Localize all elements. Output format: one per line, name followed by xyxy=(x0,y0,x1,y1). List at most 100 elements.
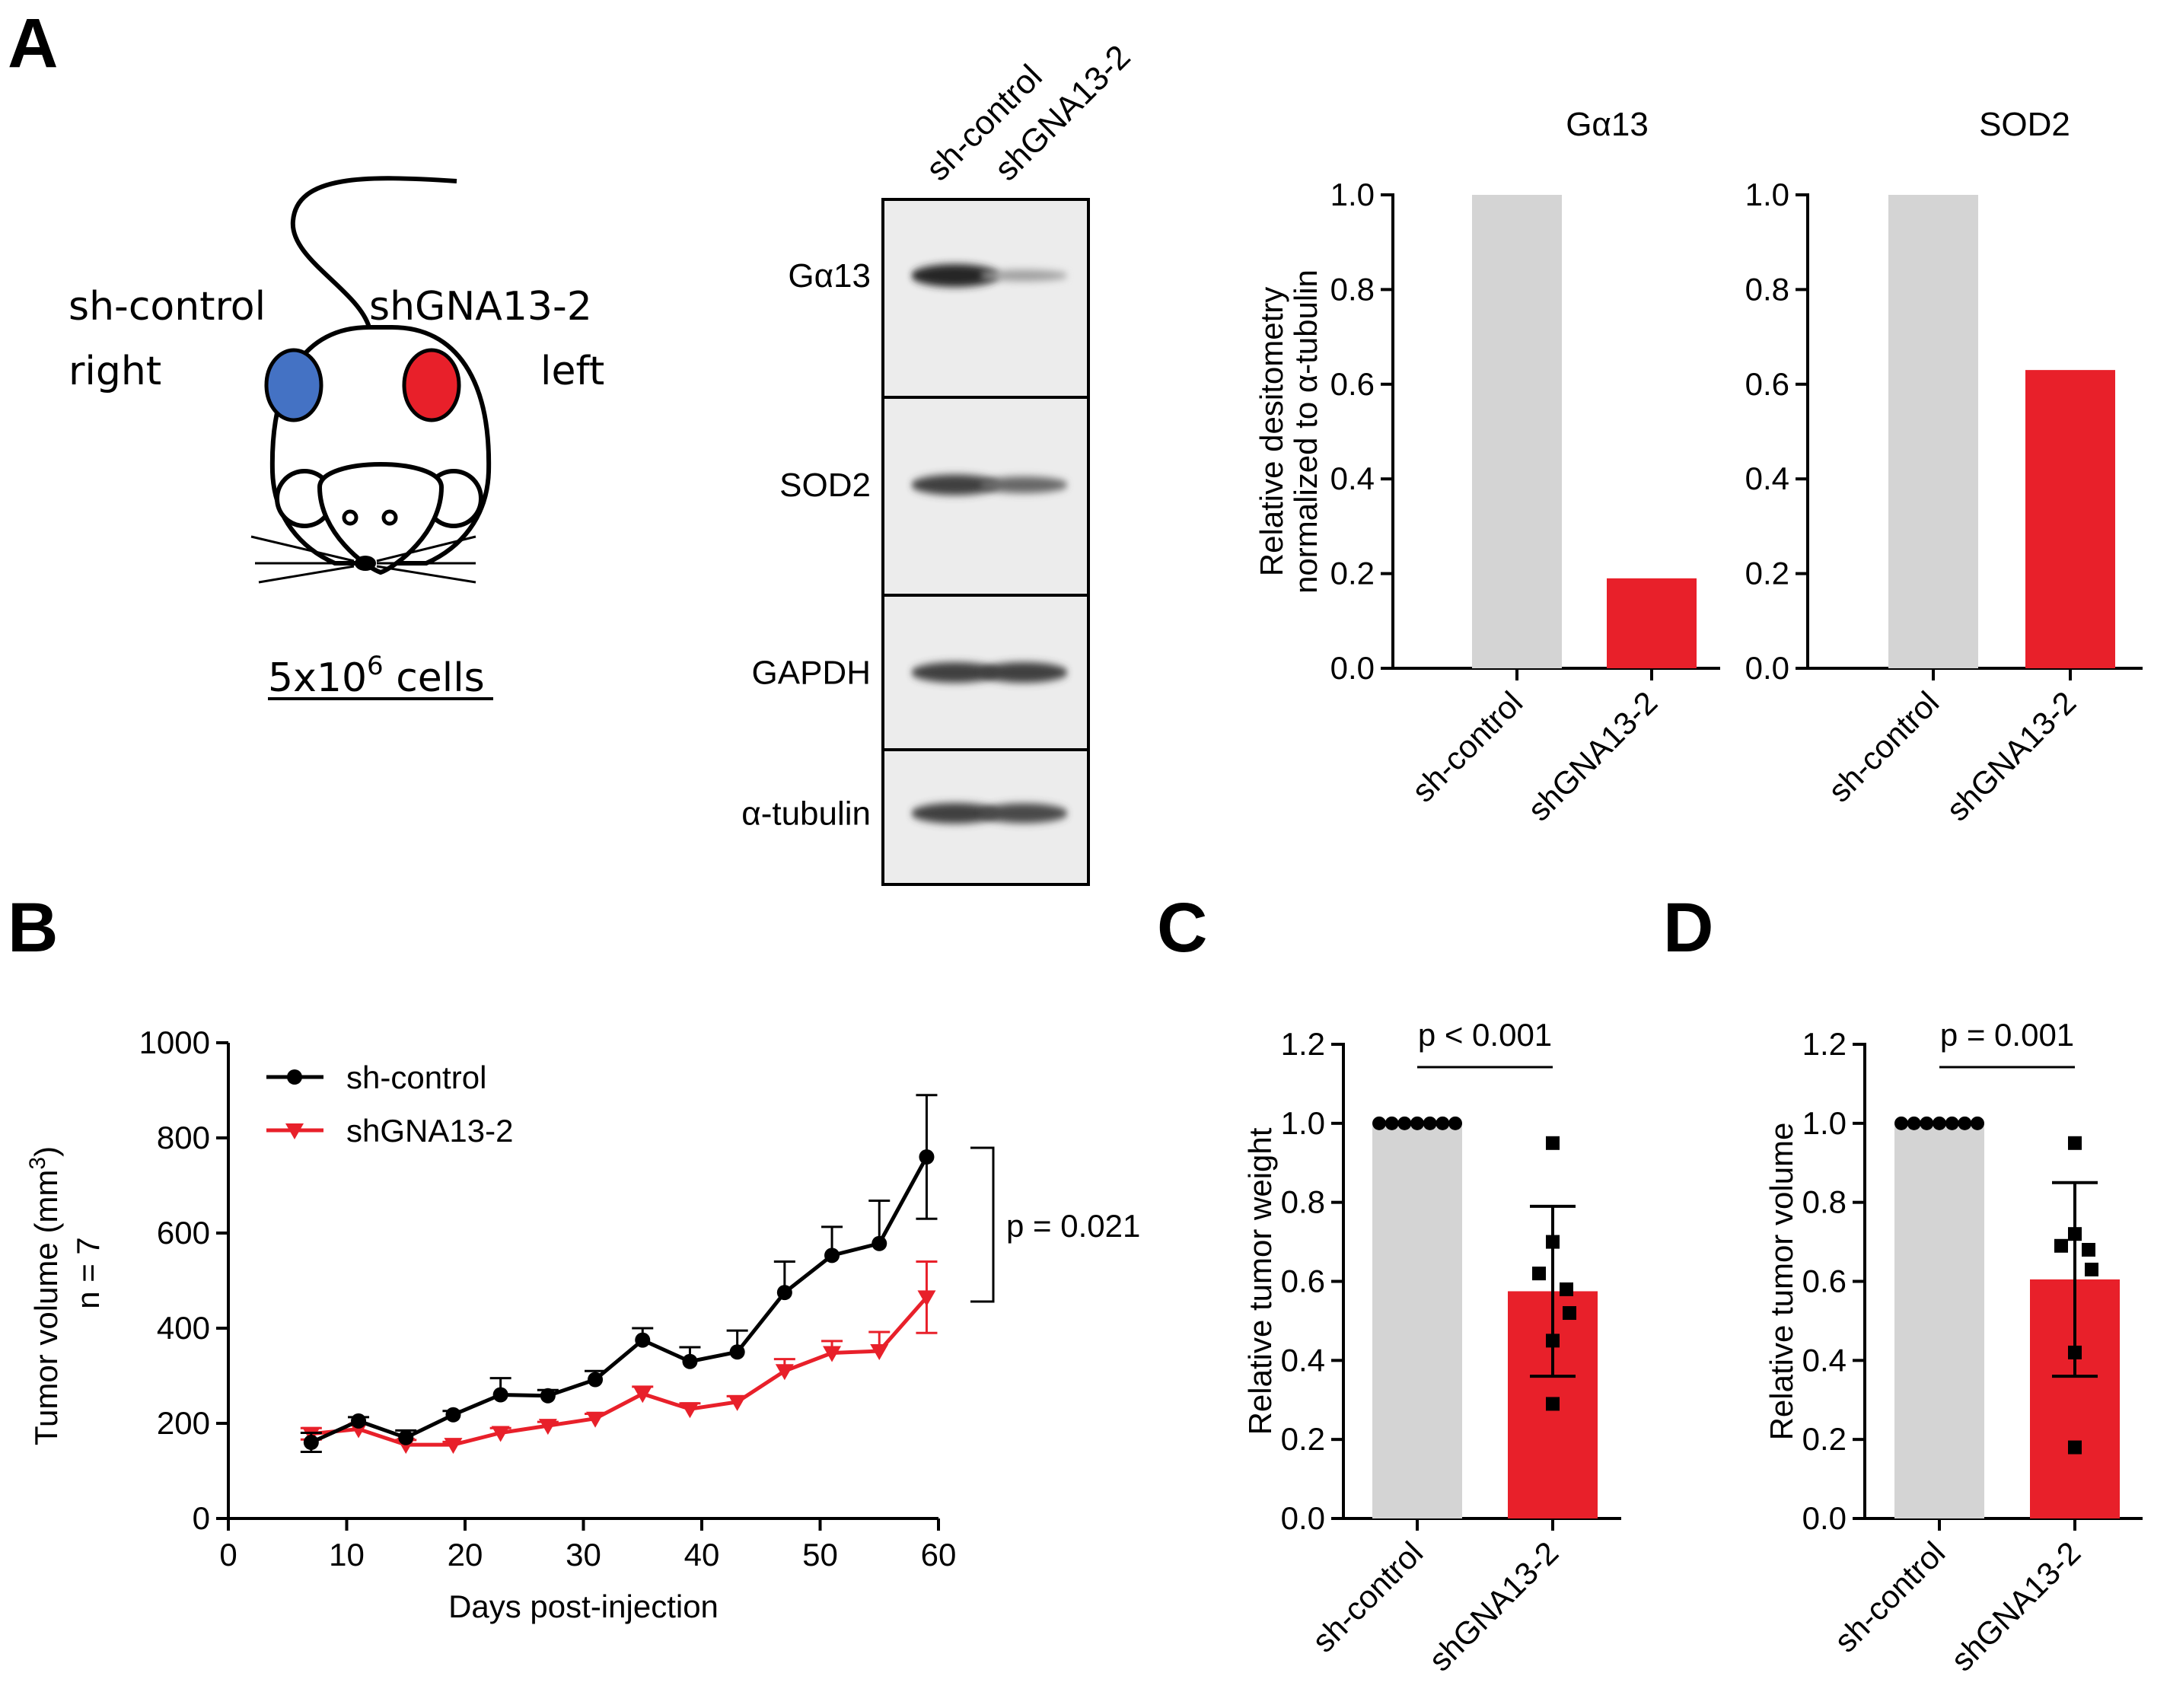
data-point-control xyxy=(1372,1116,1386,1130)
x-tick-label: 60 xyxy=(921,1537,957,1573)
data-point xyxy=(491,1426,510,1442)
data-point xyxy=(682,1353,698,1369)
data-point xyxy=(728,1394,747,1411)
data-point-knockdown xyxy=(1546,1235,1560,1249)
y-tick-label: 1.0 xyxy=(1281,1105,1325,1141)
blot-band-label: SOD2 xyxy=(779,467,871,504)
x-tick-label: 0 xyxy=(219,1537,237,1573)
y-tick-label: 0.2 xyxy=(1330,556,1375,591)
data-point xyxy=(633,1387,652,1404)
y-tick-label: 0.2 xyxy=(1281,1421,1325,1457)
data-point-control xyxy=(1933,1116,1946,1130)
data-point-knockdown xyxy=(1532,1267,1546,1281)
p-value-label: p = 0.001 xyxy=(1940,1017,2074,1053)
data-point-knockdown xyxy=(2068,1136,2082,1150)
y-tick-label: 0.2 xyxy=(1802,1421,1847,1457)
data-point xyxy=(919,1149,935,1165)
y-tick-label: 0.0 xyxy=(1745,650,1789,686)
x-tick-label: shGNA13-2 xyxy=(1422,1534,1565,1678)
data-point xyxy=(635,1332,651,1348)
data-point xyxy=(445,1407,461,1423)
x-tick-label: 10 xyxy=(329,1537,365,1573)
y-tick-label: 1.0 xyxy=(1745,177,1789,212)
data-point-control xyxy=(1423,1116,1437,1130)
x-tick-label: 40 xyxy=(684,1537,720,1573)
blot-band xyxy=(911,803,999,824)
chart-title: Gα13 xyxy=(1566,106,1649,143)
data-point xyxy=(538,1419,557,1436)
mouse-label-left: left xyxy=(540,349,604,394)
y-tick-label: 1.0 xyxy=(1802,1105,1847,1141)
series-line xyxy=(310,1155,929,1445)
data-point-control xyxy=(1920,1116,1934,1130)
x-tick-label: 20 xyxy=(448,1537,483,1573)
data-point-control xyxy=(1945,1116,1959,1130)
blot-band-label: Gα13 xyxy=(788,257,871,295)
mouse-eye-right xyxy=(381,509,398,526)
x-tick-label: sh-control xyxy=(1405,684,1530,809)
x-tick-label: 30 xyxy=(566,1537,601,1573)
data-point-control xyxy=(1397,1116,1412,1130)
blot-band xyxy=(980,662,1068,683)
bar xyxy=(2025,370,2115,668)
data-point-knockdown xyxy=(1546,1136,1560,1150)
y-axis-label: normalized to α-tubulin xyxy=(1288,269,1324,594)
y-axis-label: Tumor volume (mm3) xyxy=(25,1146,64,1445)
data-point-knockdown xyxy=(1546,1397,1560,1411)
chart-title: SOD2 xyxy=(1979,106,2070,143)
y-tick-label: 0.6 xyxy=(1281,1263,1325,1299)
y-tick-label: 0.4 xyxy=(1745,460,1789,496)
series-line xyxy=(311,1295,929,1447)
mouse-nose xyxy=(355,556,376,571)
x-tick-label: shGNA13-2 xyxy=(1521,684,1664,827)
blot-band xyxy=(980,803,1068,824)
data-point-knockdown xyxy=(2054,1238,2068,1253)
cells-label: 5x106 cells xyxy=(268,651,485,701)
y-tick-label: 600 xyxy=(157,1215,210,1251)
knockdown-tumor xyxy=(402,348,461,422)
y-tick-label: 0.8 xyxy=(1745,271,1789,307)
mouse-tail xyxy=(290,176,457,328)
legend-label: sh-control xyxy=(346,1060,486,1095)
data-point xyxy=(775,1364,794,1381)
data-point-control xyxy=(1410,1116,1424,1130)
y-axis-label: Relative desitometry xyxy=(1254,287,1289,576)
x-tick-label: sh-control xyxy=(1821,684,1946,809)
y-tick-label: 0.8 xyxy=(1330,271,1375,307)
y-tick-label: 0.4 xyxy=(1802,1342,1847,1378)
bar xyxy=(1894,1123,1984,1518)
x-axis-label: Days post-injection xyxy=(448,1589,719,1624)
blot-row-frame xyxy=(881,396,1090,597)
y-tick-label: 0.0 xyxy=(1330,650,1375,686)
data-point xyxy=(917,1290,936,1307)
y-tick-label: 1.2 xyxy=(1281,1026,1325,1062)
data-point-control xyxy=(1958,1116,1972,1130)
data-point-knockdown xyxy=(1560,1282,1573,1296)
panel-label-d: D xyxy=(1663,889,1713,967)
mouse-diagram: sh-control right shGNA13-2 left 5x106 ce… xyxy=(69,176,604,701)
chart-c-weight: 0.0 0.2 0.4 0.6 0.8 1.0 1.2 sh-controlshGNA13-2… xyxy=(1242,1017,1621,1678)
y-axis-label: Relative tumor weight xyxy=(1242,1127,1278,1435)
y-tick-label: 0.0 xyxy=(1281,1500,1325,1536)
data-point xyxy=(588,1372,604,1388)
y-tick-label: 0.6 xyxy=(1802,1263,1847,1299)
data-point-control xyxy=(1907,1116,1921,1130)
data-point xyxy=(872,1235,887,1251)
x-tick-label: shGNA13-2 xyxy=(1939,684,2082,827)
western-blot: sh-controlshGNA13-2Gα13SOD2GAPDHα-tubuli… xyxy=(741,38,1138,886)
control-tumor xyxy=(264,348,323,422)
data-point xyxy=(870,1344,889,1360)
data-point xyxy=(680,1402,699,1419)
data-point xyxy=(492,1387,508,1403)
bar xyxy=(1472,195,1562,668)
y-tick-label: 0.2 xyxy=(1745,556,1789,591)
data-point-control xyxy=(1448,1116,1462,1130)
mouse-label-control: sh-control xyxy=(69,284,266,330)
data-point xyxy=(351,1413,367,1429)
y-tick-label: 0.0 xyxy=(1802,1500,1847,1536)
y-tick-label: 0.4 xyxy=(1281,1342,1325,1378)
legend-marker xyxy=(287,1069,302,1085)
